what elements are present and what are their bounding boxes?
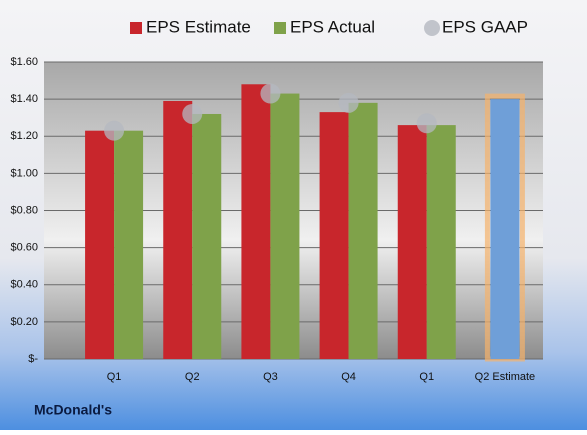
bar	[270, 93, 300, 360]
y-tick-label: $0.80	[10, 204, 38, 216]
y-tick-label: $1.20	[10, 130, 38, 142]
x-tick-label: Q1	[419, 371, 434, 383]
legend-label: EPS Actual	[290, 17, 375, 36]
x-tick-label: Q3	[263, 371, 278, 383]
bar	[426, 125, 456, 359]
bar	[163, 100, 193, 359]
x-tick-label: Q4	[341, 371, 356, 383]
bar	[192, 113, 222, 359]
bar	[85, 130, 115, 359]
y-tick-label: $1.60	[10, 56, 38, 68]
bar	[241, 84, 271, 360]
x-tick-label: Q2 Estimate	[475, 371, 536, 383]
x-tick-label: Q1	[107, 371, 122, 383]
y-tick-label: $1.40	[10, 93, 38, 105]
legend-marker	[130, 22, 142, 34]
bar	[348, 102, 378, 360]
y-tick-label: $0.40	[10, 279, 38, 291]
y-tick-label: $-	[28, 353, 38, 365]
legend-marker	[274, 22, 286, 34]
gaap-marker	[416, 113, 437, 134]
gaap-marker	[182, 103, 203, 124]
x-tick-label: Q2	[185, 371, 200, 383]
bar	[490, 99, 520, 359]
legend-label: EPS GAAP	[442, 17, 528, 36]
y-tick-label: $0.20	[10, 316, 38, 328]
y-tick-label: $0.60	[10, 242, 38, 254]
legend-label: EPS Estimate	[146, 17, 251, 36]
legend-marker	[424, 20, 440, 36]
gaap-marker	[338, 92, 359, 113]
bar	[319, 112, 349, 360]
gaap-marker	[104, 120, 125, 141]
footer: McDonald's	[34, 402, 112, 418]
bar	[397, 125, 427, 359]
bar	[114, 130, 144, 359]
y-tick-label: $1.00	[10, 167, 38, 179]
gaap-marker	[260, 83, 281, 104]
